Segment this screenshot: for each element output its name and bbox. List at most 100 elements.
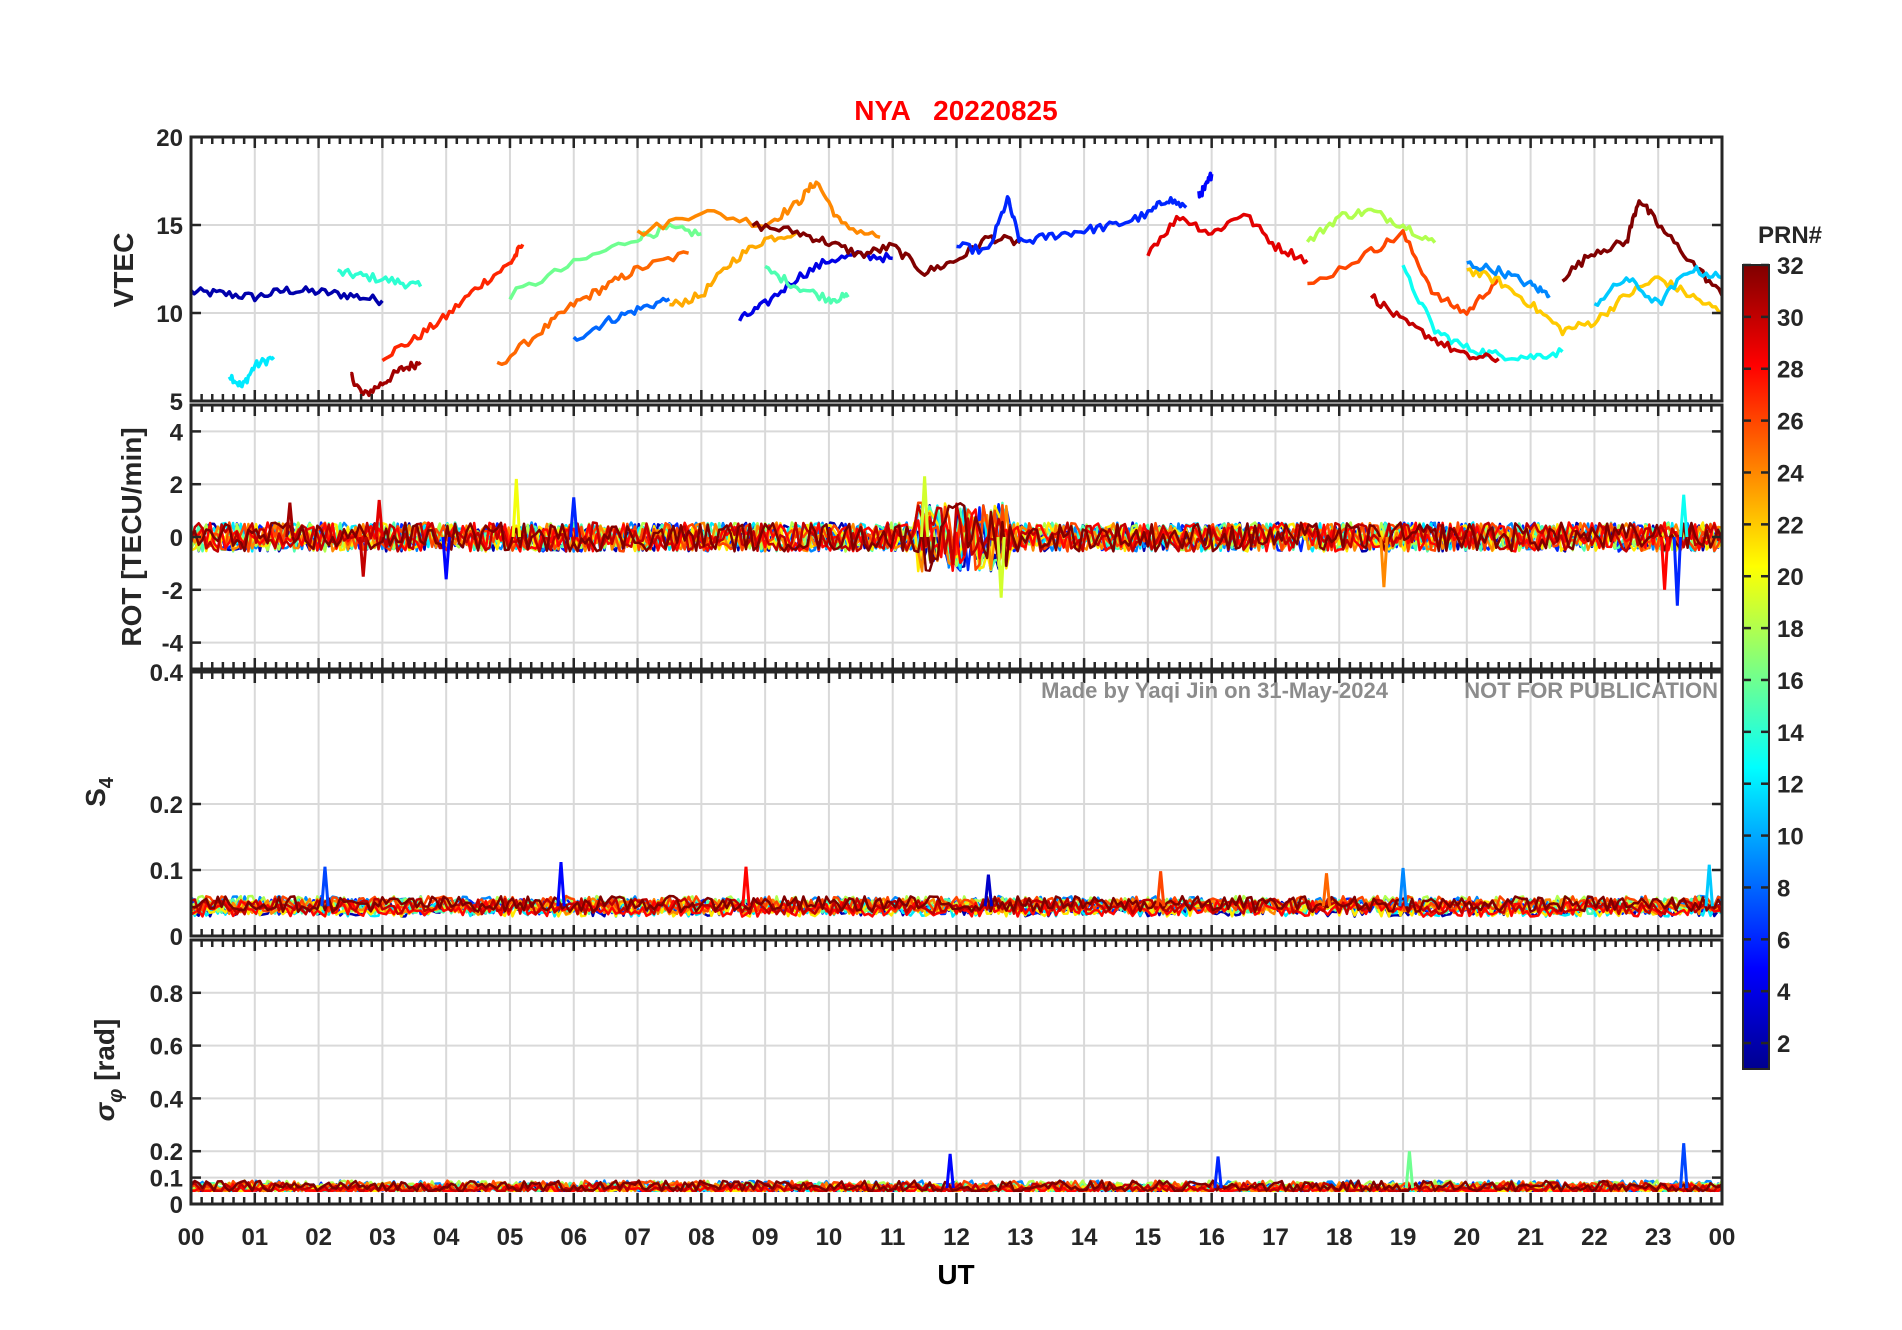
- sigma-phi-spike: [1404, 1151, 1415, 1189]
- x-tick-label: 08: [688, 1224, 715, 1251]
- rot-spike: [1672, 536, 1683, 606]
- vtec-series-line: [1369, 293, 1500, 364]
- rot-y-tick-label: -4: [162, 631, 184, 658]
- vtec-y-tick-label: 10: [156, 301, 183, 328]
- colorbar-title: PRN#: [1758, 222, 1822, 249]
- x-axis-ticks: 00 01 02 03 04 05 06 07 08 09 10 11 12 13 14 15 16 17 18 19…: [178, 1224, 1736, 1251]
- s4-spike: [320, 866, 330, 907]
- rot-y-tick-label: 4: [170, 419, 184, 446]
- rot-y-tick-label: 0: [170, 525, 183, 552]
- colorbar-tick-label: 12: [1777, 772, 1804, 799]
- rot-spike: [919, 476, 930, 538]
- x-tick-label: 15: [1135, 1224, 1162, 1251]
- x-tick-label: 11: [880, 1224, 905, 1251]
- colorbar-tick-label: 22: [1777, 512, 1804, 539]
- x-tick-label: 04: [433, 1224, 460, 1251]
- vtec-y-tick-label: 5: [170, 389, 183, 416]
- s4-spike: [556, 861, 566, 907]
- vtec-series-line: [1466, 260, 1551, 299]
- colorbar: [1742, 264, 1770, 1070]
- x-tick-label: 10: [816, 1224, 843, 1251]
- rot-panel: -4 -2 0 2 4: [162, 403, 1724, 671]
- sigma-phi-series-line: [191, 1181, 1722, 1193]
- x-axis-label: UT: [937, 1259, 974, 1290]
- rot-traces: [191, 476, 1722, 606]
- s4-y-tick-label: 0.4: [150, 660, 184, 687]
- rot-spike: [441, 536, 451, 580]
- vtec-series-line: [764, 264, 850, 305]
- vtec-axis-label: VTEC: [108, 233, 139, 308]
- vtec-series-line: [572, 296, 671, 342]
- vtec-series-line: [336, 267, 423, 290]
- x-tick-label: 20: [1453, 1224, 1480, 1251]
- colorbar-tick-label: 28: [1777, 357, 1804, 384]
- sigma-phi-spike: [1213, 1156, 1223, 1189]
- s4-spike: [1321, 873, 1332, 907]
- rot-y-tick-label: -2: [162, 578, 183, 605]
- vtec-series-line: [636, 180, 881, 239]
- rot-spike: [1679, 494, 1689, 538]
- x-tick-label: 02: [305, 1224, 332, 1251]
- rot-series-line: [191, 502, 1722, 572]
- vtec-series-line: [1561, 199, 1722, 297]
- watermark-not-for-publication: NOT FOR PUBLICATION: [1464, 678, 1718, 703]
- vtec-y-tick-label: 15: [156, 213, 183, 240]
- colorbar-tick-label: 30: [1777, 305, 1804, 332]
- colorbar-tick-label: 16: [1777, 668, 1804, 695]
- colorbar-tick-label: 26: [1777, 409, 1804, 436]
- sigma-phi-panel: 00.10.2 0.4 0.6 0.8: [150, 938, 1724, 1219]
- x-tick-label: 00: [178, 1224, 205, 1251]
- rot-spike: [569, 497, 579, 538]
- vtec-series-line: [1305, 207, 1437, 244]
- s4-spike: [741, 866, 751, 907]
- x-tick-label: 05: [497, 1224, 524, 1251]
- x-tick-label: 23: [1645, 1224, 1672, 1251]
- rot-axis-label: ROT [TECU/min]: [116, 427, 147, 646]
- s4-panel: 0 0.1 0.2 0.4: [150, 660, 1724, 951]
- sigma-phi-y-tick-label: 0.6: [150, 1034, 183, 1061]
- x-tick-label: 07: [624, 1224, 651, 1251]
- colorbar-tick-label: 18: [1777, 616, 1804, 643]
- vtec-series-line: [1401, 264, 1564, 362]
- vtec-traces: [191, 171, 1722, 398]
- x-tick-label: 00: [1709, 1224, 1736, 1251]
- colorbar-tick-label: 20: [1777, 564, 1804, 591]
- vtec-series-line: [1466, 267, 1722, 337]
- vtec-panel: 5 10 15 20: [156, 125, 1724, 416]
- sigma-phi-y-tick-label: 0.4: [150, 1086, 184, 1113]
- s4-y-tick-label: 0.1: [150, 858, 183, 885]
- vtec-y-tick-label: 20: [156, 125, 183, 152]
- sigma-phi-traces: [191, 1143, 1722, 1193]
- sigma-phi-axis-label: σφ [rad]: [89, 1019, 127, 1122]
- vtec-series-line: [508, 222, 702, 301]
- s4-axis-label: S4: [80, 776, 118, 807]
- rot-spike: [358, 536, 368, 577]
- x-tick-label: 19: [1390, 1224, 1417, 1251]
- x-tick-label: 01: [241, 1224, 268, 1251]
- rot-y-tick-label: 2: [170, 472, 183, 499]
- x-tick-label: 03: [369, 1224, 396, 1251]
- colorbar-tick-label: 4: [1777, 979, 1791, 1006]
- s4-spike: [1398, 867, 1408, 907]
- colorbar-tick-label: 6: [1777, 927, 1790, 954]
- rot-spike: [996, 536, 1006, 598]
- colorbar-tick-label: 14: [1777, 720, 1804, 747]
- x-tick-label: 16: [1198, 1224, 1225, 1251]
- vtec-series-line: [381, 243, 525, 362]
- vtec-series-line: [1146, 212, 1309, 265]
- x-tick-label: 06: [560, 1224, 587, 1251]
- vtec-series-line: [227, 355, 276, 389]
- rot-spike: [1379, 536, 1389, 588]
- s4-y-tick-label: 0.2: [150, 792, 183, 819]
- colorbar-tick-label: 10: [1777, 824, 1804, 851]
- s4-traces: [191, 861, 1722, 918]
- sigma-phi-y-tick-label: 0.8: [150, 981, 183, 1008]
- sigma-phi-y-tick-label: 0.1: [150, 1166, 183, 1193]
- sigma-phi-y-tick-label: 0.2: [150, 1139, 183, 1166]
- colorbar-tick-label: 32: [1777, 253, 1804, 280]
- vtec-series-line: [1593, 264, 1722, 307]
- rot-spike: [511, 478, 522, 538]
- chart-title: NYA 20220825: [854, 95, 1057, 126]
- x-tick-label: 14: [1071, 1224, 1098, 1251]
